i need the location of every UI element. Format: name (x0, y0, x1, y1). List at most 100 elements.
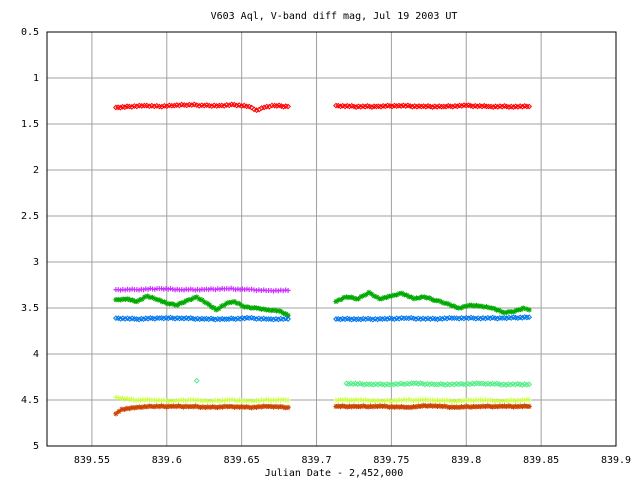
data-point (498, 309, 504, 315)
data-point (276, 308, 282, 314)
data-point (200, 398, 206, 404)
data-point (451, 303, 457, 309)
y-tick-label: 2.5 (21, 211, 39, 222)
data-point (244, 304, 250, 310)
data-point (486, 305, 492, 311)
data-point (346, 103, 353, 110)
data-point (236, 397, 242, 403)
data-point (422, 103, 429, 110)
data-point (172, 315, 178, 322)
data-point (382, 403, 388, 409)
data-point (468, 404, 474, 410)
data-point (193, 377, 200, 384)
data-point (271, 307, 277, 313)
data-point (273, 403, 279, 410)
data-point (116, 408, 122, 415)
data-point (482, 397, 488, 403)
data-point (213, 307, 219, 313)
data-point (438, 103, 445, 110)
data-point (156, 315, 163, 322)
data-point (504, 404, 510, 410)
data-point (367, 403, 374, 409)
data-point (349, 404, 355, 410)
data-point (195, 397, 201, 403)
x-tick-label: 839.85 (523, 455, 559, 466)
data-point (122, 296, 129, 302)
data-point (362, 316, 369, 323)
data-point (253, 316, 260, 322)
data-point (426, 381, 433, 388)
data-point (391, 404, 397, 410)
data-point (508, 309, 515, 315)
data-point (471, 303, 477, 309)
data-point (211, 305, 217, 311)
data-point (278, 403, 284, 410)
data-point (413, 103, 420, 110)
data-point (494, 398, 500, 404)
data-point (446, 301, 452, 307)
data-point (224, 300, 230, 306)
data-point (121, 104, 128, 111)
data-point (401, 315, 407, 322)
data-point (361, 292, 367, 299)
data-point (258, 404, 264, 410)
x-tick-label: 839.9 (601, 455, 631, 466)
data-point (358, 404, 364, 410)
data-point (351, 295, 357, 301)
data-point (196, 102, 203, 109)
data-point (386, 381, 393, 388)
data-series (113, 289, 532, 318)
data-point (342, 316, 348, 323)
data-point (126, 316, 133, 322)
data-point (517, 403, 523, 409)
data-point (473, 302, 480, 309)
data-point (256, 305, 262, 311)
y-tick-label: 4 (33, 349, 39, 360)
data-point (526, 103, 533, 110)
data-point (479, 103, 485, 110)
data-point (478, 303, 484, 309)
x-tick-label: 839.75 (373, 455, 409, 466)
data-point (384, 404, 390, 410)
data-point (196, 296, 202, 302)
data-point (368, 291, 375, 297)
data-point (437, 398, 443, 404)
data-point (455, 381, 462, 388)
data-point (526, 314, 533, 321)
data-point (456, 305, 462, 311)
data-point (156, 397, 162, 403)
data-point (476, 380, 482, 387)
data-point (433, 298, 439, 304)
data-point (188, 102, 195, 108)
x-axis: 839.55 839.6 839.65 839.7 839.75 839.8 839.85 8… (74, 455, 631, 466)
x-axis-label: Julian Date - 2,452,000 (265, 468, 403, 479)
data-point (280, 103, 287, 110)
data-point (375, 397, 381, 403)
data-point (453, 304, 459, 311)
data-point (480, 398, 486, 404)
data-point (268, 398, 274, 404)
data-point (159, 398, 165, 404)
data-point (391, 292, 397, 298)
data-point (487, 315, 494, 322)
data-point (171, 102, 178, 109)
data-point (199, 297, 205, 303)
data-point (234, 404, 240, 410)
data-point (444, 404, 450, 410)
data-point (362, 103, 369, 110)
data-point (155, 297, 161, 303)
data-point (518, 306, 524, 313)
data-point (160, 315, 167, 322)
data-point (374, 316, 381, 323)
data-point (499, 103, 506, 110)
data-point (337, 103, 344, 110)
data-point (402, 103, 409, 109)
data-point (261, 104, 268, 111)
data-point (181, 315, 187, 322)
data-point (190, 404, 196, 410)
data-point (275, 404, 281, 410)
data-point (389, 103, 396, 110)
data-point (365, 397, 371, 403)
data-point (442, 403, 448, 409)
x-tick-label: 839.65 (224, 455, 260, 466)
